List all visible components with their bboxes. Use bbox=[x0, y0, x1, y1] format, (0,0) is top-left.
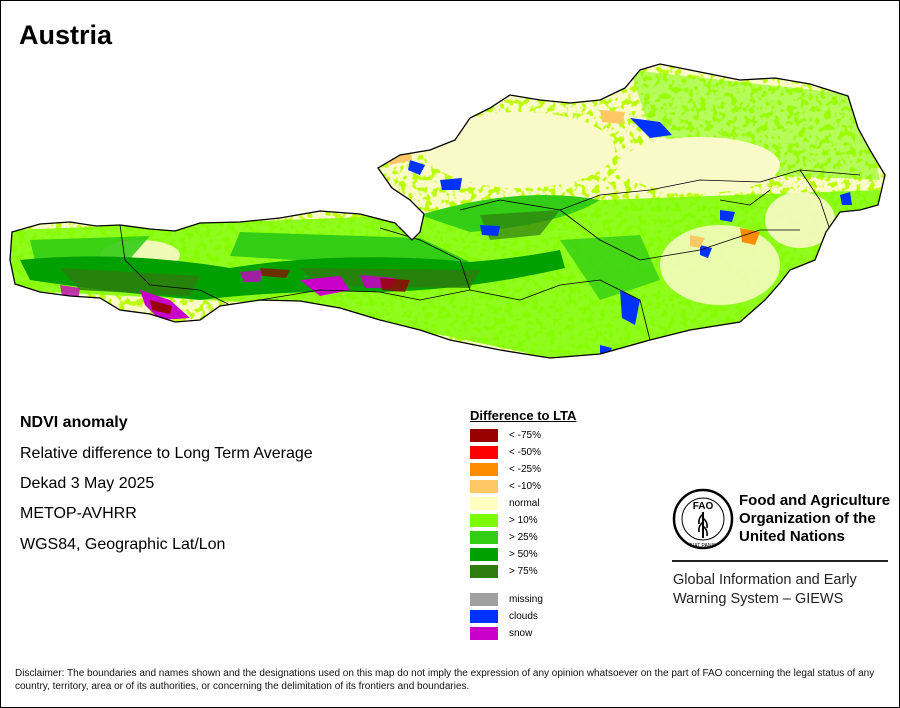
legend-label: < -25% bbox=[509, 464, 541, 475]
legend-label: < -50% bbox=[509, 447, 541, 458]
legend-label: > 25% bbox=[509, 532, 538, 543]
svg-text:FAO: FAO bbox=[693, 501, 714, 512]
legend-item: < -75% bbox=[470, 429, 620, 443]
legend-item: < -25% bbox=[470, 463, 620, 477]
product-description: Relative difference to Long Term Average bbox=[20, 445, 313, 462]
legend-label: > 10% bbox=[509, 515, 538, 526]
legend-swatch bbox=[470, 593, 498, 606]
legend-item: > 25% bbox=[470, 531, 620, 545]
product-projection: WGS84, Geographic Lat/Lon bbox=[20, 536, 226, 553]
legend-swatch bbox=[470, 548, 498, 561]
legend-swatch bbox=[470, 514, 498, 527]
legend-item: snow bbox=[470, 627, 620, 641]
product-heading: NDVI anomaly bbox=[20, 414, 128, 431]
legend-item: clouds bbox=[470, 610, 620, 624]
legend-item: > 75% bbox=[470, 565, 620, 579]
legend-swatch bbox=[470, 627, 498, 640]
product-sensor: METOP-AVHRR bbox=[20, 505, 137, 522]
legend-label: > 50% bbox=[509, 549, 538, 560]
legend-item: < -50% bbox=[470, 446, 620, 460]
legend-label: < -75% bbox=[509, 430, 541, 441]
fao-name: Food and Agriculture Organization of the… bbox=[739, 492, 891, 545]
legend-label: > 75% bbox=[509, 566, 538, 577]
ndvi-map bbox=[9, 63, 886, 359]
legend-item: > 50% bbox=[470, 548, 620, 562]
divider bbox=[672, 560, 888, 562]
legend-swatch bbox=[470, 463, 498, 476]
product-date: Dekad 3 May 2025 bbox=[20, 475, 155, 492]
legend-item: missing bbox=[470, 593, 620, 607]
legend-swatch bbox=[470, 565, 498, 578]
legend-label: < -10% bbox=[509, 481, 541, 492]
disclaimer: Disclaimer: The boundaries and names sho… bbox=[15, 668, 875, 692]
legend-swatch bbox=[470, 480, 498, 493]
giews-name: Global Information and Early Warning Sys… bbox=[673, 572, 857, 607]
legend-label: clouds bbox=[509, 611, 538, 622]
legend-swatch bbox=[470, 429, 498, 442]
legend-label: snow bbox=[509, 628, 533, 639]
legend-label: missing bbox=[509, 594, 543, 605]
fao-logo: FAO FIAT PANIS bbox=[672, 488, 734, 550]
legend-swatch bbox=[470, 446, 498, 459]
legend-item: normal bbox=[470, 497, 620, 511]
legend-title: Difference to LTA bbox=[470, 408, 577, 423]
legend-swatch bbox=[470, 497, 498, 510]
legend-label: normal bbox=[509, 498, 540, 509]
legend-swatch bbox=[470, 531, 498, 544]
legend-item: > 10% bbox=[470, 514, 620, 528]
svg-text:FIAT PANIS: FIAT PANIS bbox=[690, 543, 717, 549]
map-title: Austria bbox=[19, 20, 113, 50]
legend-swatch bbox=[470, 610, 498, 623]
legend-item: < -10% bbox=[470, 480, 620, 494]
